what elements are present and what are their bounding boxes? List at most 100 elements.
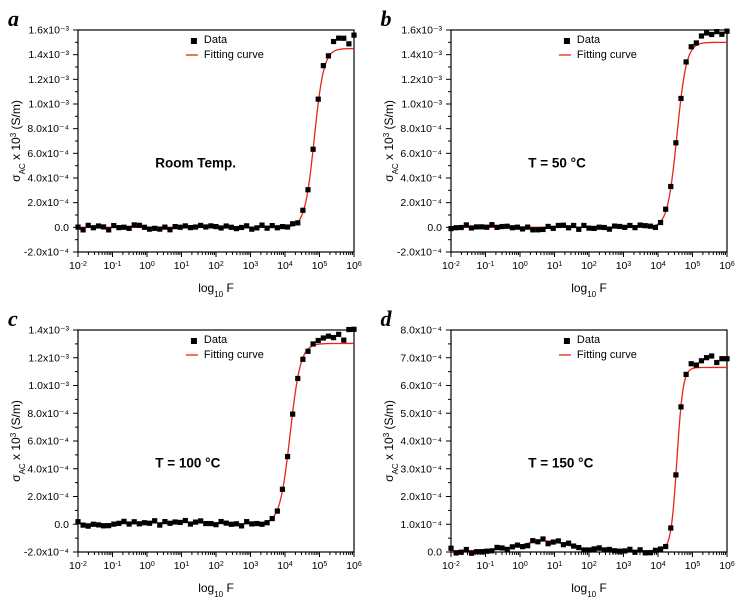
legend-label-data-a: Data [204,34,228,46]
svg-text:104: 104 [277,560,293,572]
svg-text:104: 104 [650,260,666,272]
svg-text:10-1: 10-1 [476,260,494,272]
svg-text:106: 106 [346,260,362,272]
svg-text:103: 103 [243,260,259,272]
svg-text:102: 102 [581,560,597,572]
svg-text:2.0x10⁻⁴: 2.0x10⁻⁴ [27,197,69,209]
svg-text:102: 102 [581,260,597,272]
svg-text:100: 100 [512,260,528,272]
chart-svg-d: 0.01.0x10⁻⁴2.0x10⁻⁴3.0x10⁻⁴4.0x10⁻⁴5.0x1… [373,300,745,600]
svg-text:-2.0x10⁻⁴: -2.0x10⁻⁴ [396,247,441,259]
svg-text:1.4x10⁻³: 1.4x10⁻³ [28,49,69,61]
panel-label-a: a [8,6,19,32]
svg-text:100: 100 [512,560,528,572]
y-axis-tick-labels: -2.0x10⁻⁴0.02.0x10⁻⁴4.0x10⁻⁴6.0x10⁻⁴8.0x… [24,325,70,559]
svg-text:104: 104 [650,560,666,572]
fitting-curve-line[interactable] [78,49,354,228]
svg-text:0.0: 0.0 [54,222,69,234]
y-axis-title: σAC x 103 (S/m) [381,400,399,482]
svg-text:105: 105 [312,560,328,572]
svg-text:1.2x10⁻³: 1.2x10⁻³ [401,74,442,86]
svg-text:10-2: 10-2 [69,560,87,572]
svg-text:-2.0x10⁻⁴: -2.0x10⁻⁴ [24,547,69,559]
svg-text:105: 105 [684,560,700,572]
chart-svg-c: -2.0x10⁻⁴0.02.0x10⁻⁴4.0x10⁻⁴6.0x10⁻⁴8.0x… [0,300,372,600]
svg-text:1.6x10⁻³: 1.6x10⁻³ [401,25,442,37]
svg-text:8.0x10⁻⁴: 8.0x10⁻⁴ [27,408,69,420]
svg-text:101: 101 [174,260,190,272]
panel-50c: b -2.0x10⁻⁴ 0.0 2.0x10⁻⁴ 4.0x10⁻⁴ 6.0x10⁻⁴ 8.… [373,0,745,300]
svg-text:103: 103 [615,260,631,272]
svg-text:6.0x10⁻⁴: 6.0x10⁻⁴ [27,148,69,160]
svg-text:10-2: 10-2 [442,260,460,272]
fitting-curve-line[interactable] [78,343,354,523]
svg-text:106: 106 [719,560,735,572]
svg-text:4.0x10⁻⁴: 4.0x10⁻⁴ [400,436,442,448]
svg-text:8.0x10⁻⁴: 8.0x10⁻⁴ [27,123,69,135]
svg-text:1.0x10⁻⁴: 1.0x10⁻⁴ [400,519,442,531]
y-axis-tick-labels: -2.0x10⁻⁴ 0.0 2.0x10⁻⁴ 4.0x10⁻⁴ 6.0x10⁻⁴ 8.0x… [396,25,442,259]
svg-text:8.0x10⁻⁴: 8.0x10⁻⁴ [400,123,442,135]
fitting-curve-line[interactable] [451,42,727,227]
legend-label-fit-c: Fitting curve [204,349,264,361]
svg-text:104: 104 [277,260,293,272]
temperature-annotation-b: T = 50 °C [528,156,586,171]
svg-text:101: 101 [546,560,562,572]
panel-label-d: d [381,306,392,332]
svg-text:8.0x10⁻⁴: 8.0x10⁻⁴ [400,325,442,337]
svg-text:105: 105 [312,260,328,272]
svg-text:102: 102 [208,560,224,572]
svg-text:1.0x10⁻³: 1.0x10⁻³ [28,380,69,392]
svg-text:5.0x10⁻⁴: 5.0x10⁻⁴ [400,408,442,420]
svg-text:1.2x10⁻³: 1.2x10⁻³ [28,74,69,86]
y-axis-title: σAC x 103 (S/m) [381,100,399,182]
svg-text:106: 106 [719,260,735,272]
svg-text:3.0x10⁻⁴: 3.0x10⁻⁴ [400,463,442,475]
svg-text:10-1: 10-1 [104,260,122,272]
legend-d: Data Fitting curve [558,334,636,361]
x-axis-title: log10 F [198,581,234,599]
svg-text:6.0x10⁻⁴: 6.0x10⁻⁴ [27,436,69,448]
svg-text:6.0x10⁻⁴: 6.0x10⁻⁴ [400,148,442,160]
svg-text:105: 105 [684,260,700,272]
svg-text:6.0x10⁻⁴: 6.0x10⁻⁴ [400,380,442,392]
svg-text:0.0: 0.0 [427,547,442,559]
y-axis-tick-labels: 0.01.0x10⁻⁴2.0x10⁻⁴3.0x10⁻⁴4.0x10⁻⁴5.0x1… [400,325,442,559]
svg-text:103: 103 [243,560,259,572]
panel-label-b: b [381,6,392,32]
svg-text:1.0x10⁻³: 1.0x10⁻³ [28,99,69,111]
chart-grid: a -2.0x10⁻⁴ 0.0 2.0x10⁻⁴ 4.0x10⁻⁴ 6.0x10⁻⁴ 8.… [0,0,745,599]
panel-label-c: c [8,306,18,332]
temperature-annotation-d: T = 150 °C [528,456,593,471]
legend-a: Data Fitting curve [186,34,264,61]
svg-text:106: 106 [346,560,362,572]
data-points-group[interactable] [448,353,729,555]
svg-text:10-2: 10-2 [69,260,87,272]
svg-text:4.0x10⁻⁴: 4.0x10⁻⁴ [27,173,69,185]
legend-label-fit-a: Fitting curve [204,49,264,61]
svg-text:1.4x10⁻³: 1.4x10⁻³ [28,325,69,337]
svg-text:102: 102 [208,260,224,272]
legend-c: Data Fitting curve [186,334,264,361]
svg-text:1.6x10⁻³: 1.6x10⁻³ [28,25,69,37]
svg-text:4.0x10⁻⁴: 4.0x10⁻⁴ [27,463,69,475]
svg-text:1.4x10⁻³: 1.4x10⁻³ [401,49,442,61]
legend-label-fit-d: Fitting curve [576,349,636,361]
svg-text:100: 100 [139,560,155,572]
y-axis-tick-labels: -2.0x10⁻⁴0.02.0x10⁻⁴4.0x10⁻⁴6.0x10⁻⁴8.0x… [24,25,70,259]
svg-text:0.0: 0.0 [54,519,69,531]
temperature-annotation-c: T = 100 °C [155,456,220,471]
legend-label-data-b: Data [576,34,600,46]
svg-text:100: 100 [139,260,155,272]
x-axis-title: log10 F [198,281,234,299]
svg-text:0.0: 0.0 [427,222,442,234]
x-axis-tick-labels: 10-2 10-1 100 101 102 103 104 105 106 [442,260,735,272]
x-axis-tick-labels: 10-2 10-1 100 101 102 103 104 105 106 [69,260,362,272]
svg-text:2.0x10⁻⁴: 2.0x10⁻⁴ [400,197,442,209]
svg-text:4.0x10⁻⁴: 4.0x10⁻⁴ [400,173,442,185]
svg-text:101: 101 [546,260,562,272]
